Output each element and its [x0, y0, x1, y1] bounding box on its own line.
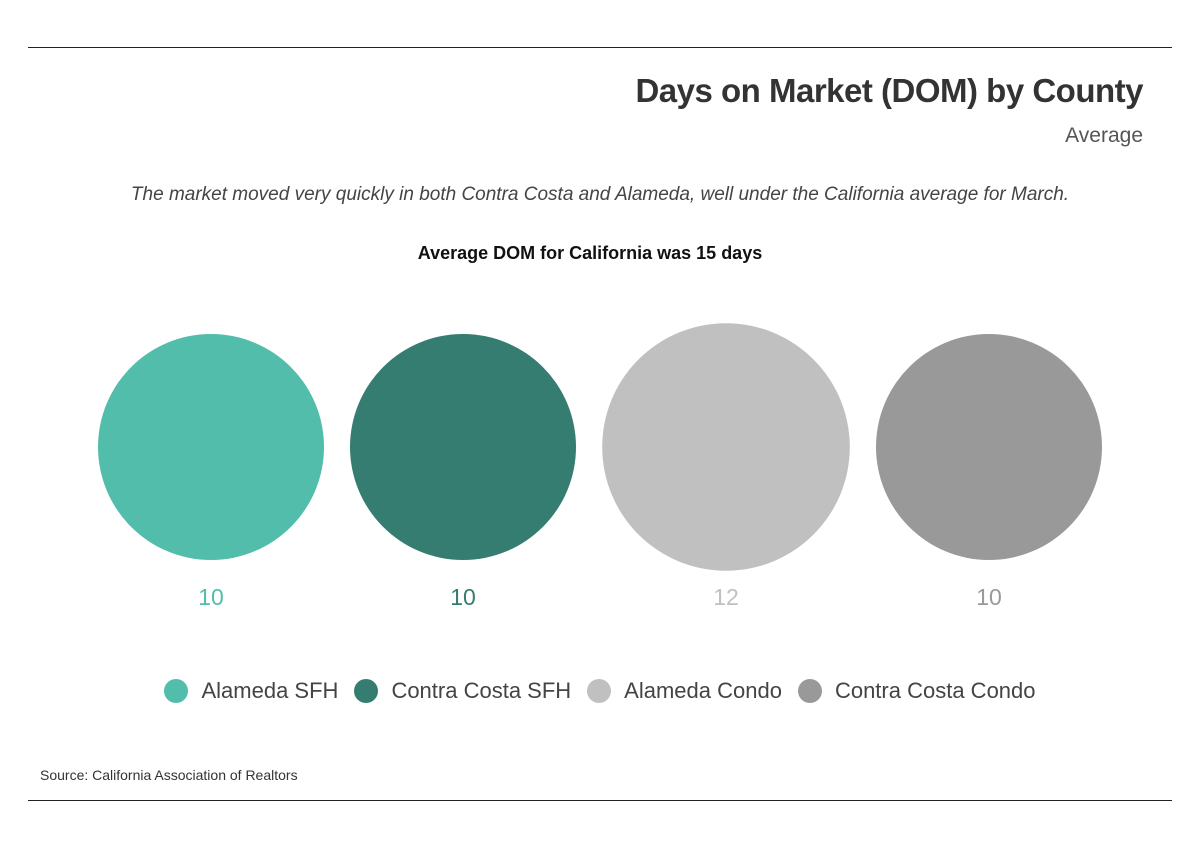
- value-label-contra-costa-condo: 10: [976, 584, 1002, 610]
- chart-legend: Alameda SFH Contra Costa SFH Alameda Con…: [0, 678, 1200, 704]
- legend-item-contra-costa-sfh: Contra Costa SFH: [354, 678, 571, 704]
- bubble-contra-costa-sfh: [350, 334, 576, 560]
- bubble-alameda-sfh: [98, 334, 324, 560]
- legend-item-contra-costa-condo: Contra Costa Condo: [797, 678, 1036, 704]
- legend-swatch-contra-costa-sfh: [354, 679, 379, 703]
- legend-label-alameda-sfh: Alameda SFH: [201, 678, 339, 703]
- legend-swatch-alameda-sfh: [164, 679, 189, 703]
- legend-item-alameda-sfh: Alameda SFH: [164, 678, 338, 704]
- source-note: Source: California Association of Realto…: [40, 767, 298, 783]
- value-label-alameda-condo: 12: [713, 584, 739, 610]
- legend-item-alameda-condo: Alameda Condo: [587, 678, 782, 704]
- value-label-contra-costa-sfh: 10: [450, 584, 476, 610]
- legend-label-contra-costa-sfh: Contra Costa SFH: [391, 678, 572, 703]
- legend-swatch-alameda-condo: [587, 679, 612, 703]
- chart-callout: Average DOM for California was 15 days: [417, 243, 763, 263]
- chart-subtitle: Average: [1065, 124, 1143, 147]
- legend-label-contra-costa-condo: Contra Costa Condo: [834, 678, 1036, 703]
- bottom-divider: [28, 800, 1172, 801]
- value-label-alameda-sfh: 10: [198, 584, 224, 610]
- bubble-contra-costa-condo: [876, 334, 1102, 560]
- chart-title: Days on Market (DOM) by County: [635, 72, 1143, 109]
- legend-label-alameda-condo: Alameda Condo: [624, 678, 782, 703]
- bubble-alameda-condo: [602, 323, 850, 571]
- chart-note: The market moved very quickly in both Co…: [130, 184, 1070, 205]
- legend-swatch-contra-costa-condo: [797, 679, 822, 703]
- top-divider: [28, 47, 1172, 48]
